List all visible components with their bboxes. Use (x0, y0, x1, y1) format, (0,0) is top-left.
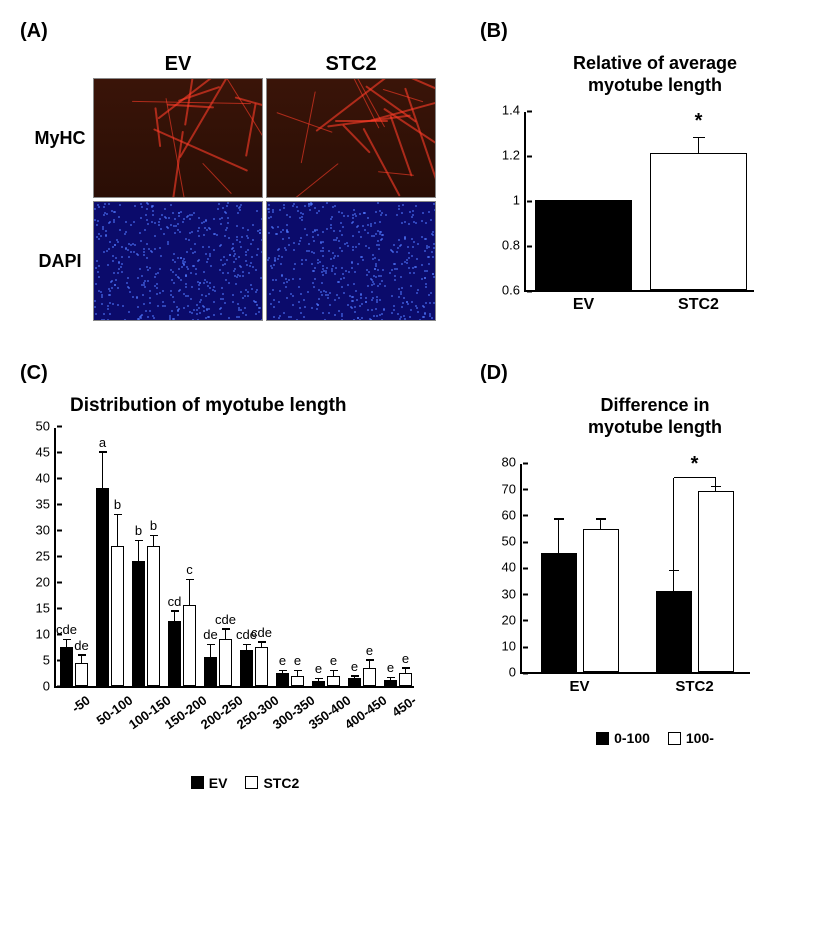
bar-STC2-2 (147, 546, 160, 686)
bar-EV-6 (276, 673, 289, 686)
panel-d: (D) Difference in myotube length 0102030… (480, 362, 827, 791)
panel-c-title: Distribution of myotube length (20, 395, 470, 418)
bar-STC2-4 (219, 639, 232, 686)
bar-EV (535, 200, 632, 290)
bar-EV-8 (348, 678, 361, 686)
bar-EV-4 (204, 657, 217, 686)
chart-b: 0.60.811.21.4EVSTC2* (480, 102, 827, 332)
panel-b-title: Relative of average myotube length (480, 53, 827, 96)
micrograph-dapi-ev (93, 201, 263, 321)
bar-STC2-3 (183, 605, 196, 686)
bar-STC2-5 (255, 647, 268, 686)
panel-b-title-l2: myotube length (588, 75, 722, 95)
micrograph-grid: EV STC2 MyHC DAPI (30, 53, 470, 321)
bar-STC2-0-100 (656, 591, 692, 672)
panel-a-label: (A) (20, 20, 470, 43)
bar-STC2 (650, 153, 747, 290)
bar-EV-1 (96, 488, 109, 686)
panel-d-title-l2: myotube length (588, 417, 722, 437)
panel-b-label: (B) (480, 20, 827, 43)
micrograph-myhc-ev (93, 78, 263, 198)
bar-EV-2 (132, 561, 145, 686)
panel-c-label: (C) (20, 362, 470, 385)
bar-STC2-6 (291, 676, 304, 686)
bar-EV-7 (312, 681, 325, 686)
bar-EV-0-100 (541, 553, 577, 672)
row-head-dapi: DAPI (30, 251, 90, 272)
micrograph-myhc-stc2 (266, 78, 436, 198)
panel-b: (B) Relative of average myotube length 0… (480, 20, 827, 332)
panel-d-title-l1: Difference in (600, 395, 709, 415)
bar-EV-3 (168, 621, 181, 686)
bar-STC2-8 (363, 668, 376, 686)
panel-d-label: (D) (480, 362, 827, 385)
row-head-myhc: MyHC (30, 128, 90, 149)
panel-d-title: Difference in myotube length (480, 395, 827, 438)
chart-d: 01020304050607080EVSTC2* (480, 444, 827, 724)
chart-c: 05101520253035404550cdede-50ab50-100bb10… (20, 424, 470, 769)
bar-STC2-9 (399, 673, 412, 686)
micrograph-dapi-stc2 (266, 201, 436, 321)
bar-EV-0 (60, 647, 73, 686)
legend-item-STC2: STC2 (245, 775, 299, 791)
legend-d: 0-100 100- (480, 730, 827, 746)
col-head-stc2: STC2 (266, 53, 436, 76)
panel-b-title-l1: Relative of average (573, 53, 737, 73)
legend-c: EV STC2 (20, 775, 470, 791)
bar-EV-9 (384, 680, 397, 686)
panel-a: (A) EV STC2 MyHC DAPI (20, 20, 470, 332)
bar-EV-100- (583, 529, 619, 672)
bar-STC2-0 (75, 663, 88, 686)
legend-item-0-100: 0-100 (596, 730, 650, 746)
bar-EV-5 (240, 650, 253, 686)
legend-item-100-: 100- (668, 730, 714, 746)
col-head-ev: EV (93, 53, 263, 76)
panel-c: (C) Distribution of myotube length 05101… (20, 362, 470, 791)
bar-STC2-1 (111, 546, 124, 686)
legend-item-EV: EV (191, 775, 228, 791)
bar-STC2-100- (698, 491, 734, 672)
bar-STC2-7 (327, 676, 340, 686)
